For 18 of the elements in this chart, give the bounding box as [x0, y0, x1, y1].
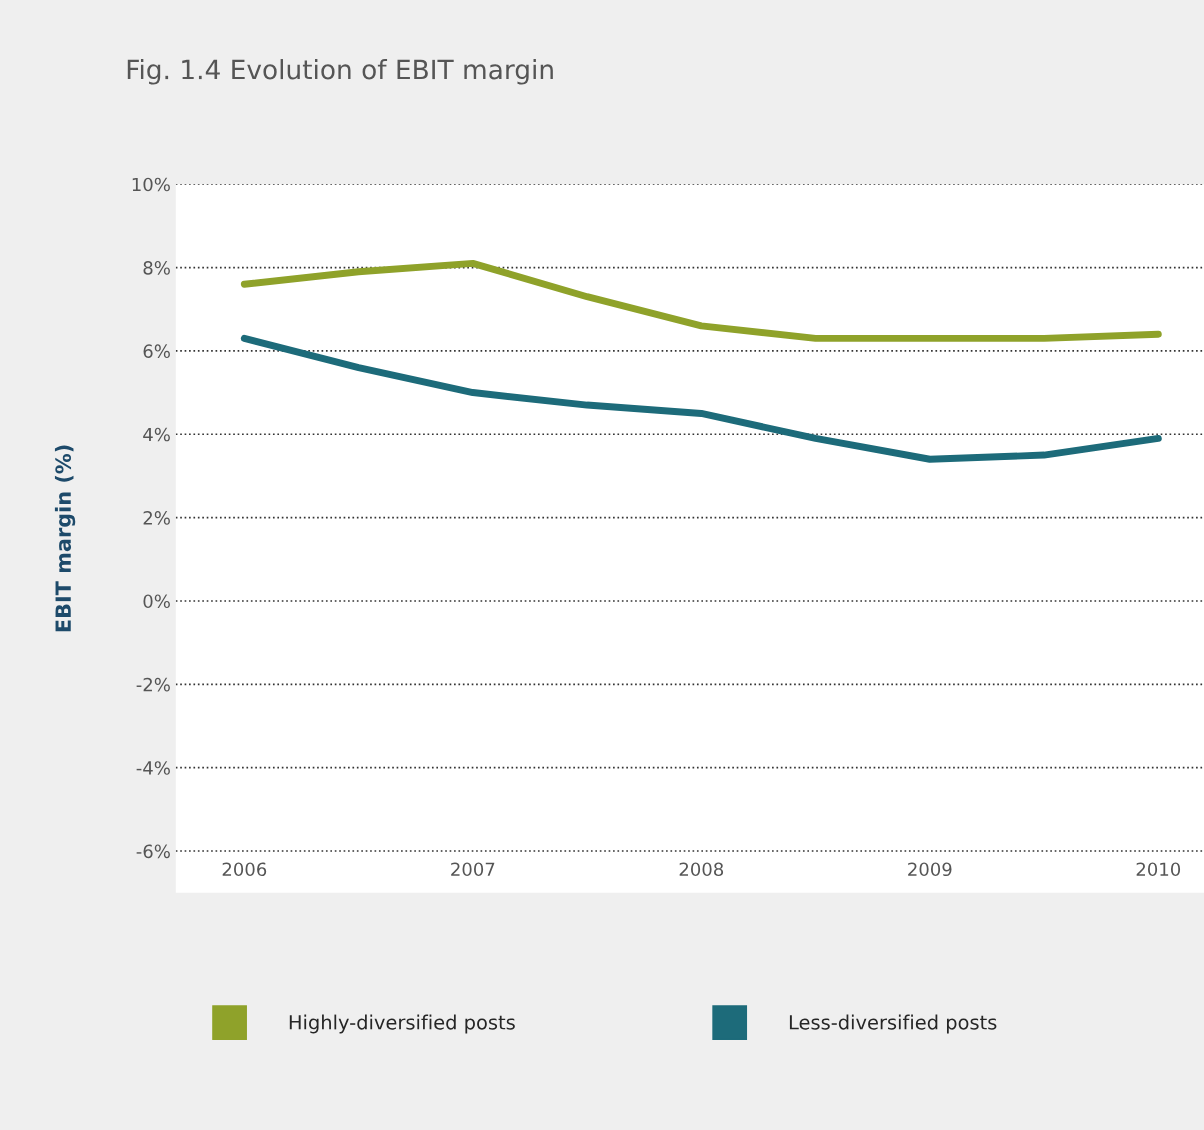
y-tick-label: -2%	[136, 677, 170, 692]
x-tick-label: 2008	[679, 862, 724, 877]
y-tick-label: 0%	[143, 594, 170, 609]
x-tick-label: 2006	[222, 862, 267, 877]
y-tick-label: 6%	[143, 344, 170, 359]
x-tick-label: 2010	[1136, 862, 1181, 877]
legend-label: Highly-diversified posts	[289, 1014, 515, 1034]
y-tick-label: 2%	[143, 511, 170, 525]
x-tick-label: 2007	[451, 862, 495, 877]
x-tick-label: 2009	[908, 862, 952, 877]
y-tick-label: 4%	[143, 427, 170, 442]
chart-title: Fig. 1.4 Evolution of EBIT margin	[127, 59, 553, 85]
y-tick-label: 10%	[132, 177, 170, 192]
y-axis-title: EBIT margin (%)	[54, 445, 76, 632]
y-tick-label: -4%	[136, 761, 170, 775]
y-tick-label: 8%	[143, 261, 170, 275]
y-tick-label: -6%	[136, 844, 170, 859]
legend-label: Less-diversified posts	[789, 1014, 997, 1034]
